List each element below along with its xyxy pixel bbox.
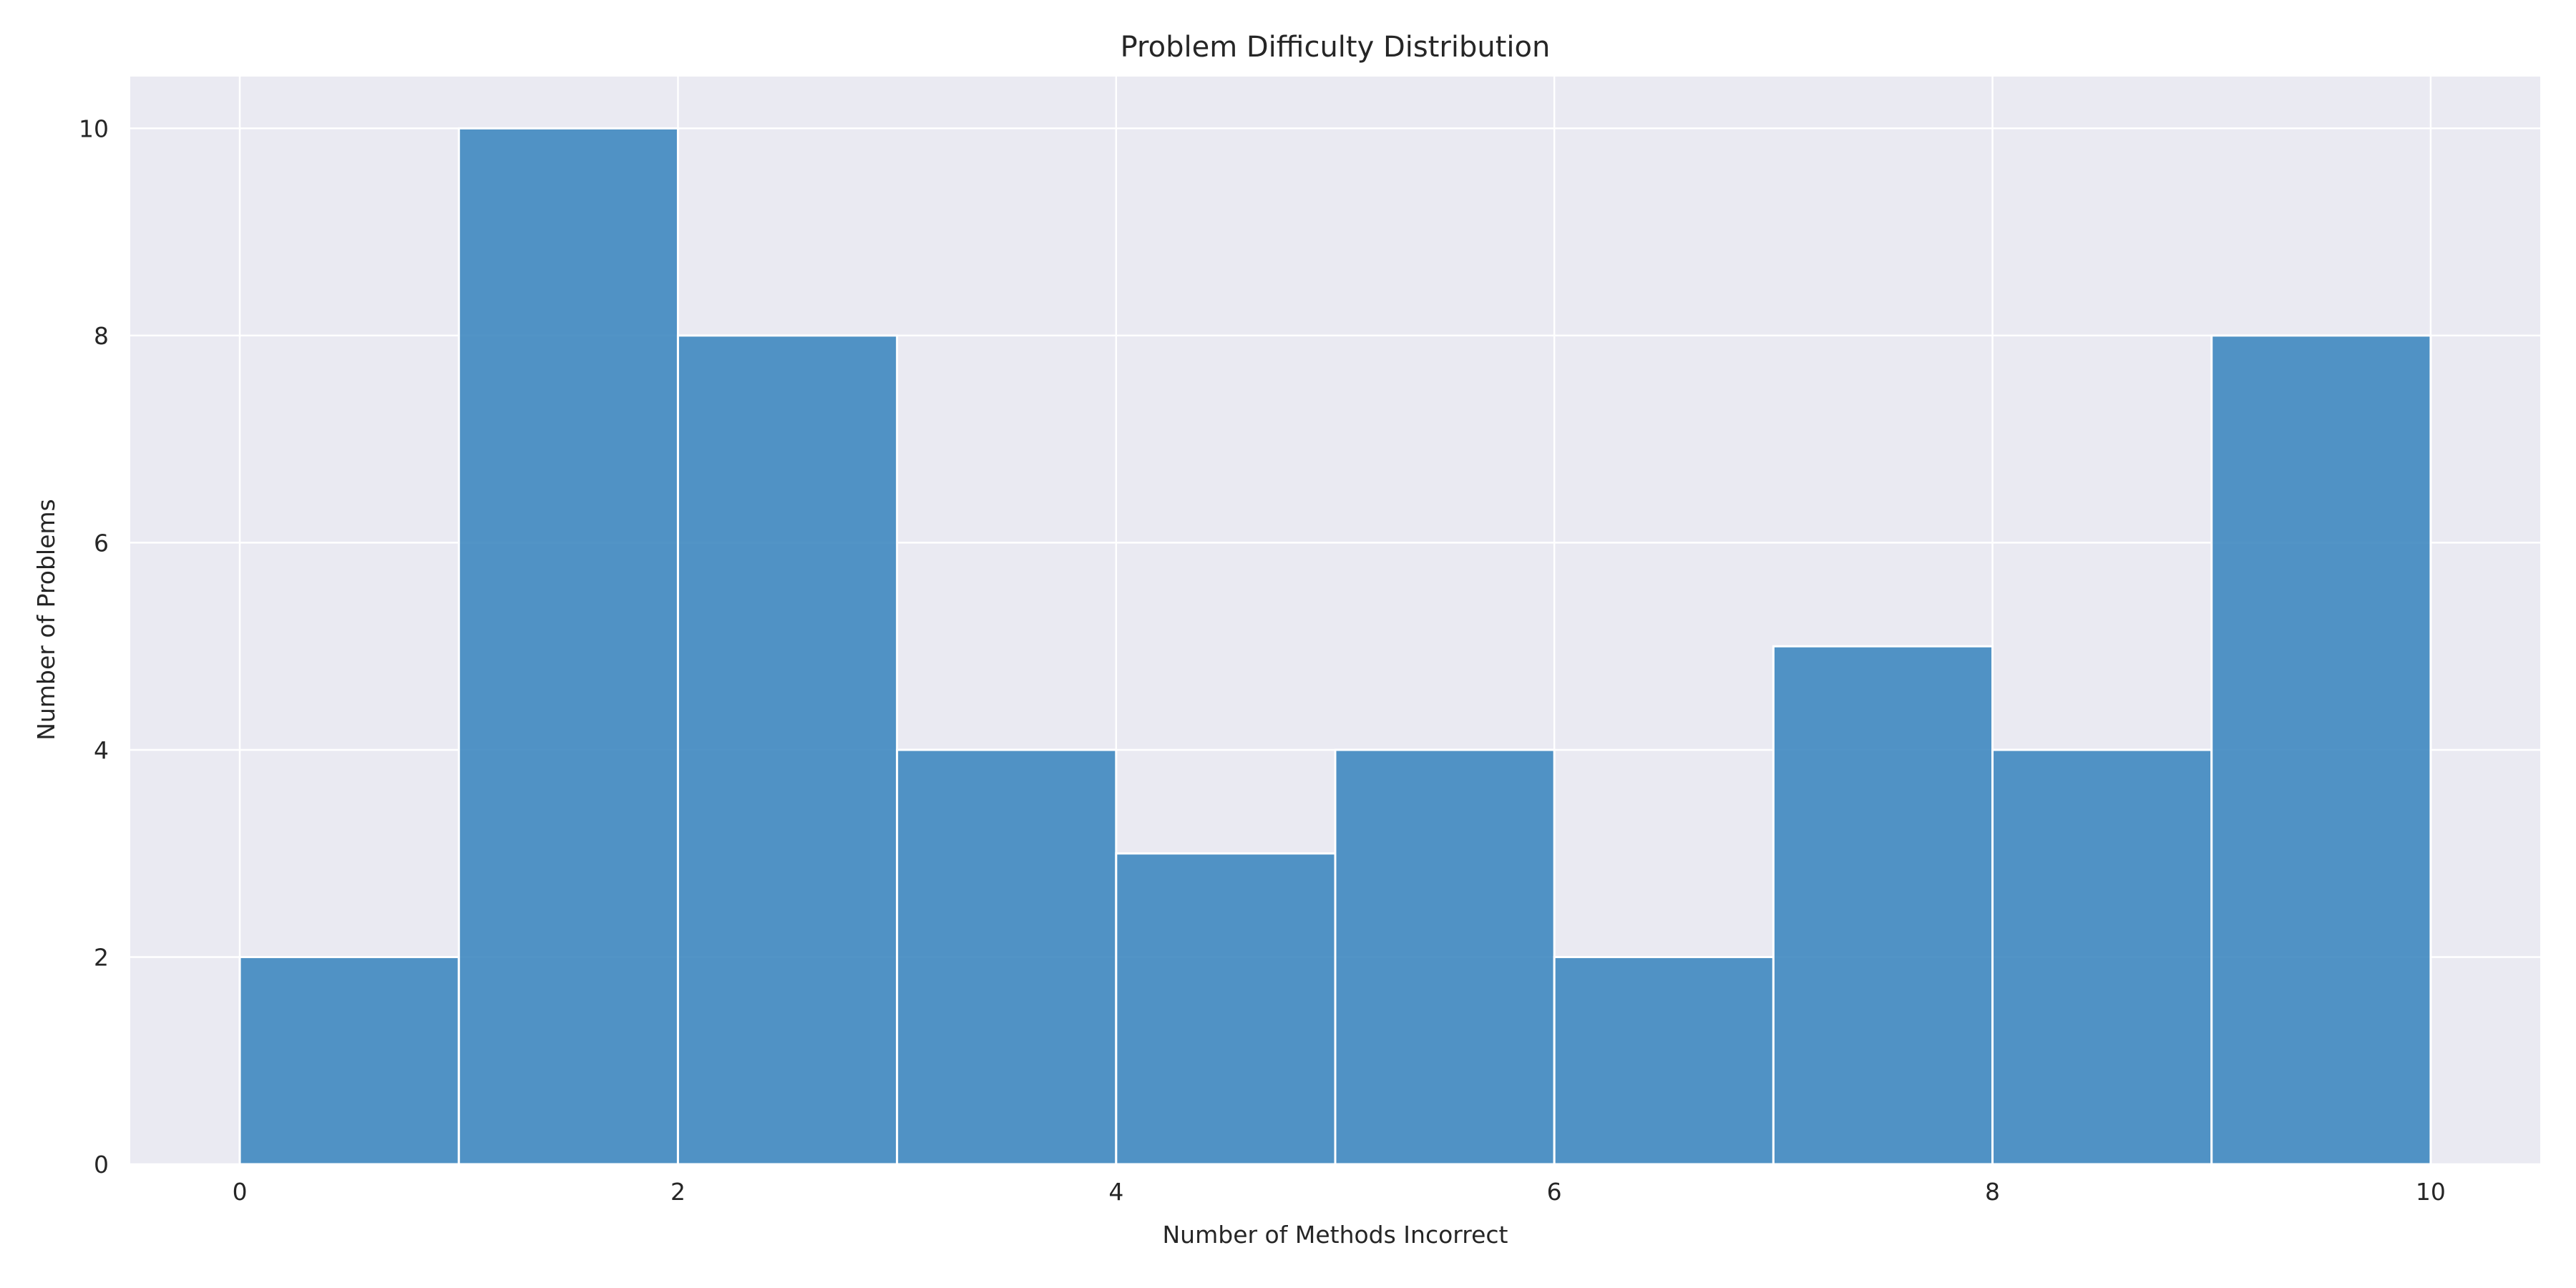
bar-4 <box>1115 852 1337 1166</box>
bar-1 <box>457 127 679 1166</box>
bar-9 <box>2210 334 2432 1166</box>
y-tick-label-5: 10 <box>79 114 109 142</box>
y-tick-label-2: 4 <box>94 736 109 764</box>
y-tick-label-3: 6 <box>94 529 109 557</box>
x-tick-label-3: 6 <box>1547 1178 1562 1206</box>
y-tick-label-0: 0 <box>94 1151 109 1179</box>
y-axis-ticks: 0 2 4 6 8 10 <box>79 114 109 1179</box>
bar-0 <box>238 955 460 1166</box>
chart-title: Problem Difficulty Distribution <box>1121 31 1551 64</box>
y-tick-label-4: 8 <box>94 322 109 350</box>
bar-8 <box>1991 748 2213 1166</box>
bar-7 <box>1772 645 1994 1166</box>
x-tick-label-5: 10 <box>2416 1178 2446 1206</box>
y-axis-label: Number of Problems <box>32 499 60 740</box>
x-tick-label-0: 0 <box>233 1178 248 1206</box>
bar-5 <box>1334 748 1556 1166</box>
bar-6 <box>1553 955 1775 1166</box>
x-axis-label: Number of Methods Incorrect <box>1163 1221 1508 1249</box>
x-tick-label-4: 8 <box>1985 1178 2000 1206</box>
bars <box>238 127 2432 1166</box>
bar-2 <box>676 334 899 1166</box>
x-tick-label-1: 2 <box>670 1178 686 1206</box>
x-axis-ticks: 0 2 4 6 8 10 <box>233 1178 2446 1206</box>
y-tick-label-1: 2 <box>94 943 109 971</box>
bar-3 <box>896 748 1118 1166</box>
x-tick-label-2: 4 <box>1108 1178 1123 1206</box>
